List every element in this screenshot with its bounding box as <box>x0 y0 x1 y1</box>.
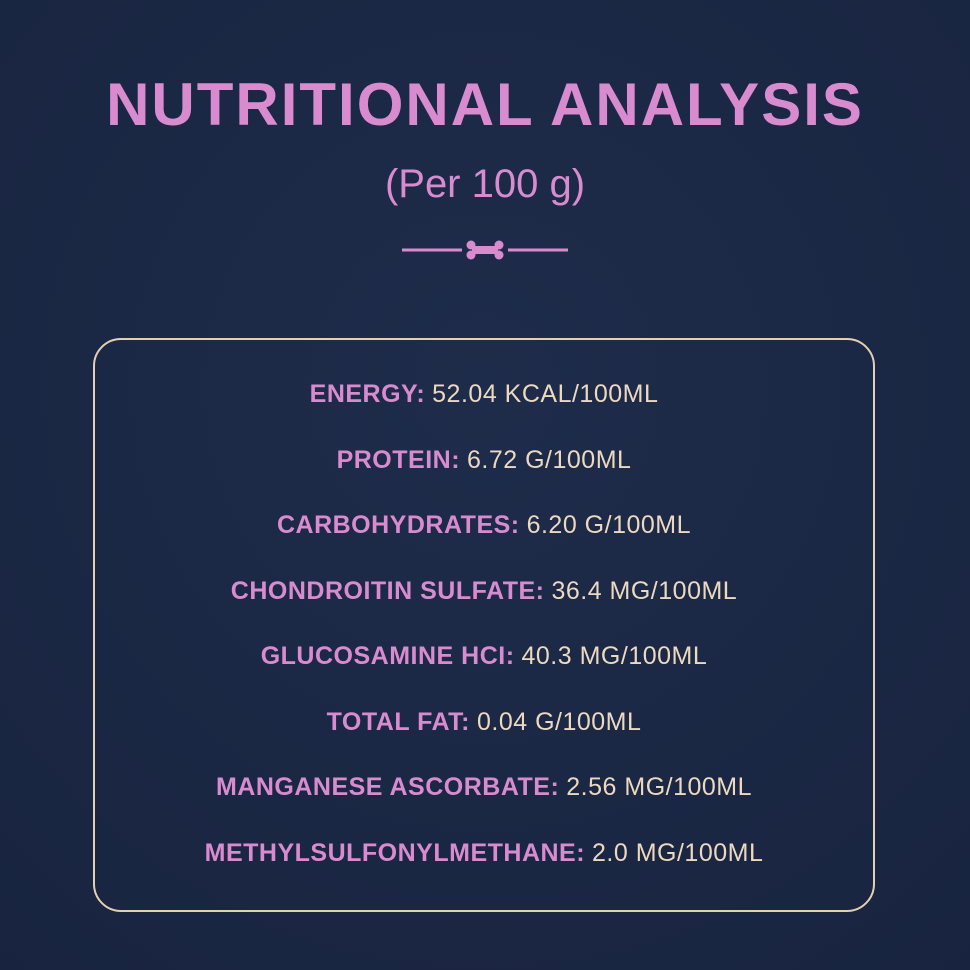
nutrient-value: 0.04 G/100ML <box>476 707 642 736</box>
nutrient-label: ENERGY: <box>309 380 426 408</box>
nutrient-row: METHYLSULFONYLMETHANE: 2.0 MG/100ML <box>93 821 875 887</box>
nutrient-label: GLUCOSAMINE HCI: <box>260 642 515 670</box>
nutrient-label: PROTEIN: <box>336 445 461 474</box>
nutrient-label: CARBOHYDRATES: <box>276 511 520 539</box>
nutrient-row: PROTEIN: 6.72 G/100ML <box>93 428 875 494</box>
nutrient-row: CARBOHYDRATES: 6.20 G/100ML <box>93 493 875 559</box>
nutrient-label: TOTAL FAT: <box>326 707 471 736</box>
nutrient-value: 36.4 MG/100ML <box>551 576 738 605</box>
nutrient-label: MANGANESE ASCORBATE: <box>215 773 560 801</box>
nutrient-value: 40.3 MG/100ML <box>521 642 708 670</box>
nutrient-value: 6.20 G/100ML <box>526 511 692 539</box>
nutrient-value: 52.04 KCAL/100ML <box>432 380 659 408</box>
nutrient-row: TOTAL FAT: 0.04 G/100ML <box>93 690 875 756</box>
subtitle: (Per 100 g) <box>384 162 586 206</box>
nutrient-value: 6.72 G/100ML <box>466 445 632 474</box>
title: NUTRITIONAL ANALYSIS <box>106 71 864 138</box>
divider <box>402 240 568 260</box>
panel <box>93 338 875 912</box>
nutrient-row: MANGANESE ASCORBATE: 2.56 MG/100ML <box>93 755 875 821</box>
nutrient-row: ENERGY: 52.04 KCAL/100ML <box>93 362 875 428</box>
nutrient-value: 2.0 MG/100ML <box>592 838 764 867</box>
nutrient-label: METHYLSULFONYLMETHANE: <box>204 838 586 867</box>
nutrient-row: CHONDROITIN SULFATE: 36.4 MG/100ML <box>93 559 875 625</box>
nutrient-list: ENERGY: 52.04 KCAL/100ML PROTEIN: 6.72 G/… <box>93 362 875 886</box>
nutrient-label: CHONDROITIN SULFATE: <box>230 576 545 605</box>
nutrient-value: 2.56 MG/100ML <box>566 773 753 801</box>
nutrient-row: GLUCOSAMINE HCI: 40.3 MG/100ML <box>93 624 875 690</box>
